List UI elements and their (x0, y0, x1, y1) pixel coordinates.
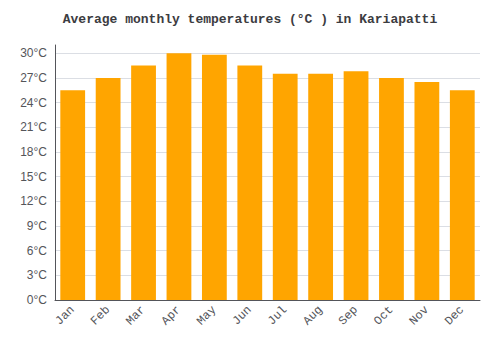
svg-text:27°C: 27°C (20, 71, 47, 85)
svg-text:Apr: Apr (159, 303, 184, 328)
svg-text:Dec: Dec (442, 303, 467, 328)
svg-text:Aug: Aug (300, 303, 325, 328)
svg-text:Sep: Sep (336, 303, 361, 328)
svg-text:30°C: 30°C (20, 46, 47, 60)
svg-text:0°C: 0°C (27, 293, 47, 307)
svg-text:12°C: 12°C (20, 194, 47, 208)
svg-text:Mar: Mar (123, 303, 148, 328)
svg-text:9°C: 9°C (27, 219, 47, 233)
svg-text:Nov: Nov (407, 303, 432, 328)
svg-text:24°C: 24°C (20, 96, 47, 110)
svg-text:Jul: Jul (265, 303, 290, 328)
svg-text:Feb: Feb (88, 303, 113, 328)
svg-text:15°C: 15°C (20, 170, 47, 184)
svg-text:Jan: Jan (53, 303, 78, 328)
svg-text:Oct: Oct (371, 303, 396, 328)
svg-text:Average monthly temperatures (: Average monthly temperatures (°C ) in Ka… (63, 12, 438, 27)
svg-text:3°C: 3°C (27, 268, 47, 282)
svg-text:Jun: Jun (230, 303, 255, 328)
svg-text:May: May (194, 303, 219, 328)
svg-text:18°C: 18°C (20, 145, 47, 159)
svg-text:6°C: 6°C (27, 244, 47, 258)
svg-text:21°C: 21°C (20, 120, 47, 134)
